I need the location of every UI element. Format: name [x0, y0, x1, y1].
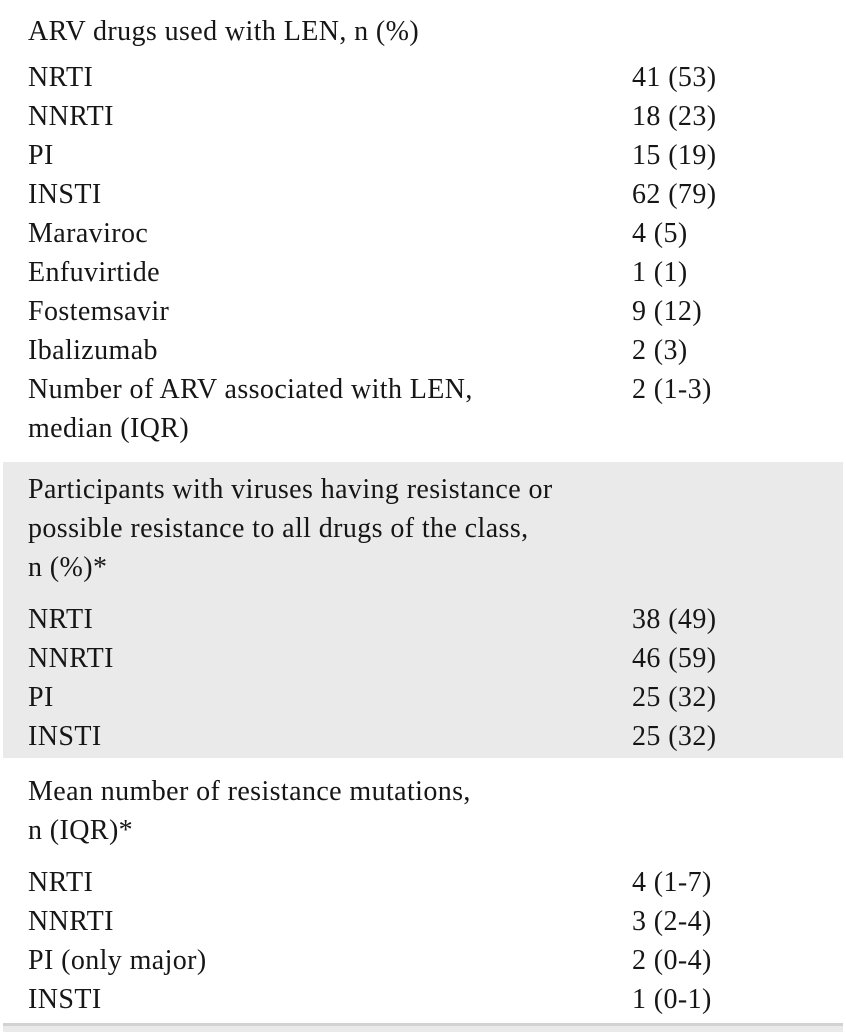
table-row: NNRTI 18 (23) — [0, 97, 846, 136]
section-header-line: n (%)* — [28, 552, 108, 583]
section-header-line: n (IQR)* — [28, 815, 134, 846]
row-value: 1 (1) — [632, 257, 688, 288]
row-label-line-1: Number of ARV associated with LEN, — [28, 374, 473, 405]
row-label: PI — [28, 140, 54, 171]
section-header: Mean number of resistance mutations, n (… — [0, 772, 846, 850]
row-label: NRTI — [28, 62, 94, 93]
row-label: NNRTI — [28, 101, 114, 132]
section-rows: NRTI 38 (49) NNRTI 46 (59) PI 25 (32) IN… — [3, 600, 843, 756]
row-label: INSTI — [28, 721, 102, 752]
row-label-line-2: median (IQR) — [28, 413, 190, 444]
table-row: Fostemsavir 9 (12) — [0, 292, 846, 331]
row-value: 1 (0-1) — [632, 984, 712, 1015]
section-header-line: ARV drugs used with LEN, n (%) — [28, 16, 420, 47]
section-header-line: possible resistance to all drugs of the … — [28, 513, 529, 544]
row-label: INSTI — [28, 984, 102, 1015]
row-label: NNRTI — [28, 643, 114, 674]
row-value: 3 (2-4) — [632, 906, 712, 937]
section-header-line: Participants with viruses having resista… — [28, 474, 553, 505]
table-row: NNRTI 46 (59) — [3, 639, 843, 678]
table-row: NRTI 41 (53) — [0, 58, 846, 97]
row-label: Fostemsavir — [28, 296, 170, 327]
row-value: 62 (79) — [632, 179, 717, 210]
table-row: PI (only major) 2 (0-4) — [0, 941, 846, 980]
section-rows: NRTI 41 (53) NNRTI 18 (23) PI 15 (19) IN… — [0, 58, 846, 448]
row-value: 9 (12) — [632, 296, 703, 327]
row-label: NRTI — [28, 867, 94, 898]
table-row: INSTI 25 (32) — [3, 717, 843, 756]
table-row: Maraviroc 4 (5) — [0, 214, 846, 253]
table-row: INSTI 1 (0-1) — [0, 980, 846, 1019]
row-value: 2 (3) — [632, 335, 688, 366]
row-value: 4 (5) — [632, 218, 688, 249]
next-section-shaded-bar — [3, 1023, 843, 1032]
section-header-line: Mean number of resistance mutations, — [28, 776, 471, 807]
row-value: 15 (19) — [632, 140, 717, 171]
row-label: PI (only major) — [28, 945, 207, 976]
table-row: INSTI 62 (79) — [0, 175, 846, 214]
row-value: 2 (1-3) — [632, 374, 712, 405]
row-value: 4 (1-7) — [632, 867, 712, 898]
section-arv-drugs-used: ARV drugs used with LEN, n (%) NRTI 41 (… — [0, 0, 846, 448]
row-value: 41 (53) — [632, 62, 717, 93]
row-label: Ibalizumab — [28, 335, 158, 366]
table-row: Number of ARV associated with LEN, media… — [0, 370, 846, 448]
row-value: 25 (32) — [632, 682, 717, 713]
row-label: Number of ARV associated with LEN, media… — [28, 370, 473, 448]
row-label: INSTI — [28, 179, 102, 210]
row-label: Enfuvirtide — [28, 257, 160, 288]
table-row: PI 25 (32) — [3, 678, 843, 717]
row-label: NNRTI — [28, 906, 114, 937]
row-label: Maraviroc — [28, 218, 149, 249]
table-row: Enfuvirtide 1 (1) — [0, 253, 846, 292]
row-label: NRTI — [28, 604, 94, 635]
section-rows: NRTI 4 (1-7) NNRTI 3 (2-4) PI (only majo… — [0, 863, 846, 1019]
section-mean-mutations: Mean number of resistance mutations, n (… — [0, 772, 846, 1019]
table-row: PI 15 (19) — [0, 136, 846, 175]
row-label: PI — [28, 682, 54, 713]
section-header: ARV drugs used with LEN, n (%) — [0, 12, 846, 51]
section-resistance-participants: Participants with viruses having resista… — [3, 462, 843, 758]
row-value: 25 (32) — [632, 721, 717, 752]
row-value: 38 (49) — [632, 604, 717, 635]
row-value: 18 (23) — [632, 101, 717, 132]
section-header: Participants with viruses having resista… — [3, 470, 843, 587]
row-value: 2 (0-4) — [632, 945, 712, 976]
table-row: NRTI 38 (49) — [3, 600, 843, 639]
table-row: NNRTI 3 (2-4) — [0, 902, 846, 941]
row-value: 46 (59) — [632, 643, 717, 674]
table-row: Ibalizumab 2 (3) — [0, 331, 846, 370]
table-row: NRTI 4 (1-7) — [0, 863, 846, 902]
